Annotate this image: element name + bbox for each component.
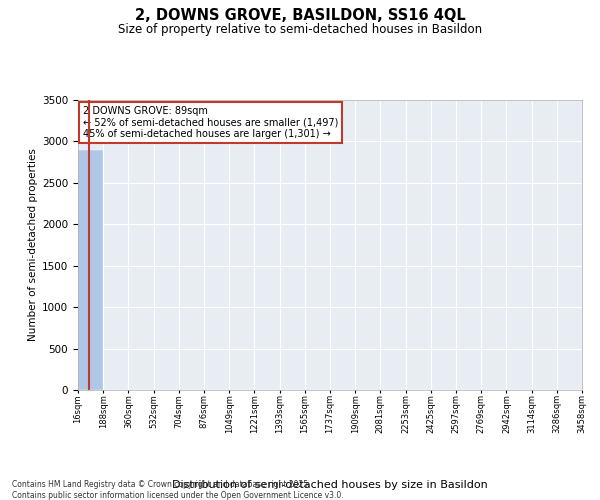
Bar	[78, 150, 103, 390]
Y-axis label: Number of semi-detached properties: Number of semi-detached properties	[28, 148, 38, 342]
Text: Contains HM Land Registry data © Crown copyright and database right 2025.
Contai: Contains HM Land Registry data © Crown c…	[12, 480, 344, 500]
Text: 2, DOWNS GROVE, BASILDON, SS16 4QL: 2, DOWNS GROVE, BASILDON, SS16 4QL	[134, 8, 466, 22]
Text: Distribution of semi-detached houses by size in Basildon: Distribution of semi-detached houses by …	[172, 480, 488, 490]
Text: 2 DOWNS GROVE: 89sqm
← 52% of semi-detached houses are smaller (1,497)
45% of se: 2 DOWNS GROVE: 89sqm ← 52% of semi-detac…	[83, 106, 338, 139]
Text: Size of property relative to semi-detached houses in Basildon: Size of property relative to semi-detach…	[118, 22, 482, 36]
